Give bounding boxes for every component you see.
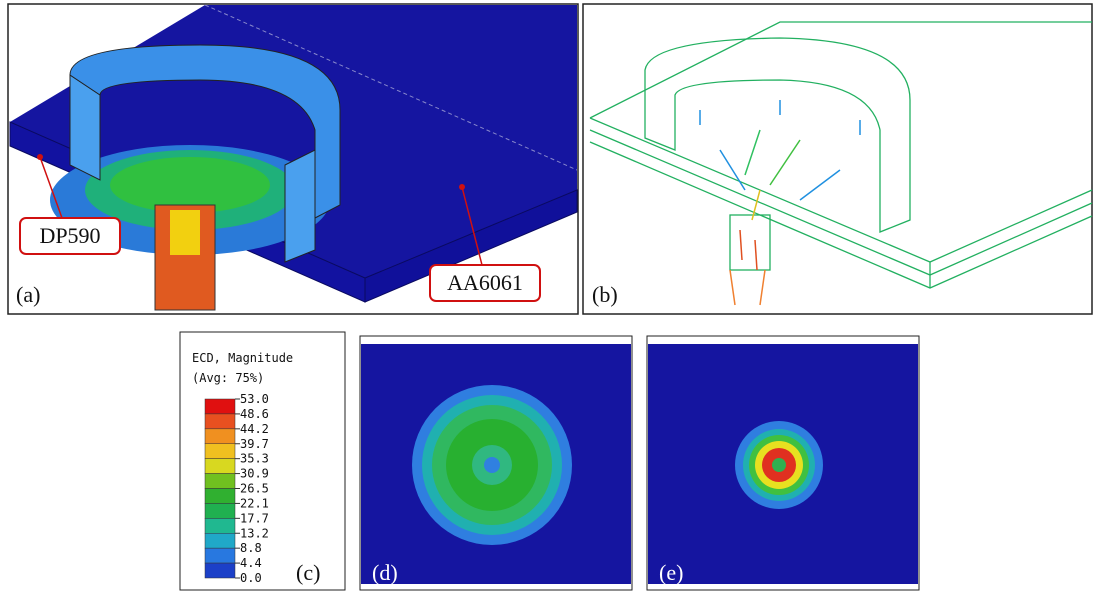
contour — [484, 457, 500, 473]
panel-label: (a) — [16, 282, 40, 307]
page: DP590 AA6061 (a) (b) ECD, Magnitude (Avg… — [0, 0, 1097, 594]
legend-value: 44.2 — [240, 422, 269, 436]
panel-d: (d) — [360, 336, 632, 590]
panel-b: (b) — [583, 4, 1092, 314]
panel-label: (c) — [296, 560, 320, 585]
legend-band — [205, 503, 235, 518]
panel-label: (b) — [592, 282, 618, 307]
panel-label: (d) — [372, 560, 398, 585]
panel-e: (e) — [647, 336, 919, 590]
legend-value: 13.2 — [240, 526, 269, 540]
legend-value: 8.8 — [240, 541, 262, 555]
legend-value: 30.9 — [240, 467, 269, 481]
contour — [772, 458, 786, 472]
legend-band — [205, 518, 235, 533]
panel-c: ECD, Magnitude (Avg: 75%) (c) 53.048.644… — [180, 332, 345, 590]
legend-value: 17.7 — [240, 511, 269, 525]
legend-value: 22.1 — [240, 496, 269, 510]
material-label: DP590 — [39, 223, 100, 248]
legend-value: 48.6 — [240, 407, 269, 421]
legend-band — [205, 533, 235, 548]
cup-end — [285, 150, 315, 262]
panel-a: DP590 AA6061 (a) — [8, 4, 578, 314]
legend-band — [205, 399, 235, 414]
legend-band — [205, 414, 235, 429]
legend-band — [205, 459, 235, 474]
legend-band — [205, 444, 235, 459]
legend-value: 0.0 — [240, 571, 262, 585]
panel-label: (e) — [659, 560, 683, 585]
legend-title: ECD, Magnitude — [192, 351, 293, 365]
legend-value: 26.5 — [240, 482, 269, 496]
figure: DP590 AA6061 (a) (b) ECD, Magnitude (Avg… — [0, 0, 1097, 594]
legend-band — [205, 429, 235, 444]
legend-value: 4.4 — [240, 556, 262, 570]
legend-band — [205, 563, 235, 578]
legend-band — [205, 489, 235, 504]
material-label: AA6061 — [447, 270, 523, 295]
pin-hot — [170, 210, 200, 255]
legend-band — [205, 548, 235, 563]
legend-value: 53.0 — [240, 392, 269, 406]
legend-band — [205, 474, 235, 489]
legend-value: 35.3 — [240, 452, 269, 466]
legend-value: 39.7 — [240, 437, 269, 451]
legend-subtitle: (Avg: 75%) — [192, 371, 264, 385]
